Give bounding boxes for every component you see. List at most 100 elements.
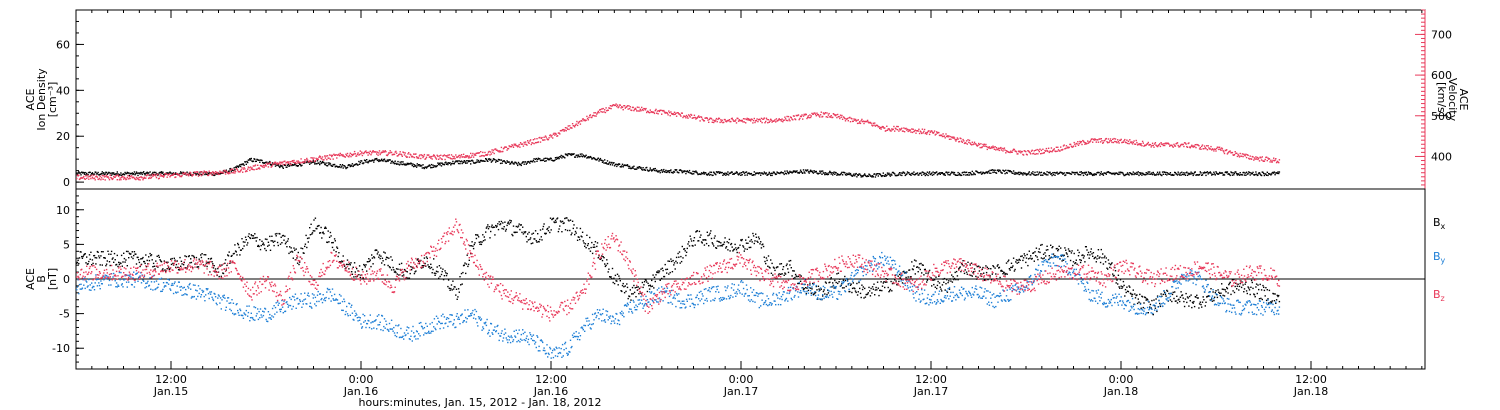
- data-point: [472, 247, 475, 250]
- data-point: [626, 106, 628, 108]
- data-point: [807, 171, 810, 173]
- data-point: [965, 142, 967, 144]
- data-point: [98, 255, 100, 257]
- data-point: [973, 172, 975, 174]
- data-point: [115, 174, 117, 177]
- data-point: [337, 255, 339, 258]
- data-point: [957, 138, 959, 140]
- data-point: [1111, 141, 1113, 144]
- data-point: [1266, 159, 1268, 162]
- data-point: [1171, 173, 1174, 176]
- data-point: [783, 119, 785, 121]
- data-point: [881, 285, 884, 287]
- data-point: [796, 170, 798, 172]
- data-point: [1109, 138, 1112, 140]
- data-point: [1246, 173, 1248, 175]
- data-point: [603, 257, 605, 259]
- data-point: [104, 257, 106, 259]
- data-point: [678, 251, 681, 253]
- data-point: [559, 133, 561, 135]
- data-point: [978, 172, 981, 174]
- data-point: [181, 172, 183, 175]
- data-point: [1158, 173, 1160, 175]
- data-point: [1091, 253, 1093, 255]
- data-point: [531, 233, 533, 235]
- data-point: [127, 250, 129, 253]
- data-point: [1124, 138, 1126, 141]
- data-point: [106, 173, 108, 175]
- data-point: [296, 160, 298, 162]
- data-point: [1054, 174, 1056, 176]
- data-point: [1082, 172, 1084, 174]
- right-tick-label: 500: [1431, 110, 1452, 123]
- data-point: [494, 234, 496, 236]
- data-point: [1119, 139, 1122, 142]
- data-point: [476, 234, 478, 236]
- data-point: [948, 280, 950, 282]
- data-point: [319, 232, 322, 234]
- data-point: [527, 233, 529, 235]
- data-point: [1070, 252, 1073, 254]
- data-point: [1098, 257, 1100, 259]
- data-point: [517, 226, 519, 228]
- data-point: [130, 175, 133, 177]
- data-point: [350, 262, 352, 264]
- data-point: [1086, 249, 1088, 251]
- data-point: [475, 161, 478, 163]
- data-point: [486, 160, 488, 162]
- data-point: [129, 172, 131, 175]
- data-point: [851, 175, 854, 177]
- data-point: [558, 132, 560, 134]
- data-point: [117, 174, 119, 176]
- data-point: [663, 111, 666, 113]
- data-point: [107, 176, 109, 178]
- data-point: [405, 270, 407, 272]
- data-point: [173, 257, 175, 259]
- data-point: [1278, 172, 1280, 175]
- data-point: [278, 165, 280, 168]
- data-point: [1255, 156, 1257, 158]
- data-point: [242, 241, 245, 243]
- data-point: [692, 170, 694, 173]
- data-point: [1106, 141, 1108, 143]
- data-point: [608, 162, 610, 164]
- data-point: [482, 151, 484, 154]
- data-point: [1068, 146, 1070, 149]
- data-point: [284, 164, 287, 166]
- data-point: [1267, 174, 1269, 177]
- data-point: [1215, 150, 1217, 152]
- data-point: [133, 171, 136, 173]
- data-point: [748, 246, 750, 249]
- data-point: [328, 241, 330, 243]
- data-point: [1132, 171, 1134, 173]
- data-point: [1145, 172, 1147, 174]
- data-point: [1273, 157, 1275, 159]
- data-point: [822, 290, 825, 293]
- data-point: [297, 165, 299, 167]
- data-point: [822, 112, 825, 114]
- data-point: [95, 171, 97, 173]
- data-point: [715, 119, 717, 121]
- data-point: [949, 278, 951, 280]
- data-point: [771, 174, 773, 177]
- data-point: [101, 264, 103, 266]
- data-point: [271, 240, 274, 242]
- data-point: [435, 158, 438, 160]
- data-point: [1038, 151, 1040, 153]
- data-point: [1012, 265, 1014, 267]
- data-point: [641, 106, 643, 109]
- data-point: [1164, 144, 1166, 147]
- data-point: [1161, 143, 1163, 145]
- data-point: [1122, 141, 1125, 143]
- data-point: [921, 264, 924, 266]
- data-point: [926, 279, 929, 281]
- data-point: [510, 161, 512, 164]
- data-point: [993, 146, 995, 149]
- data-point: [499, 151, 502, 153]
- data-point: [1025, 261, 1027, 264]
- data-point: [775, 173, 778, 175]
- data-point: [871, 124, 873, 126]
- data-point: [1265, 173, 1267, 175]
- data-point: [539, 141, 542, 143]
- data-point: [516, 163, 518, 165]
